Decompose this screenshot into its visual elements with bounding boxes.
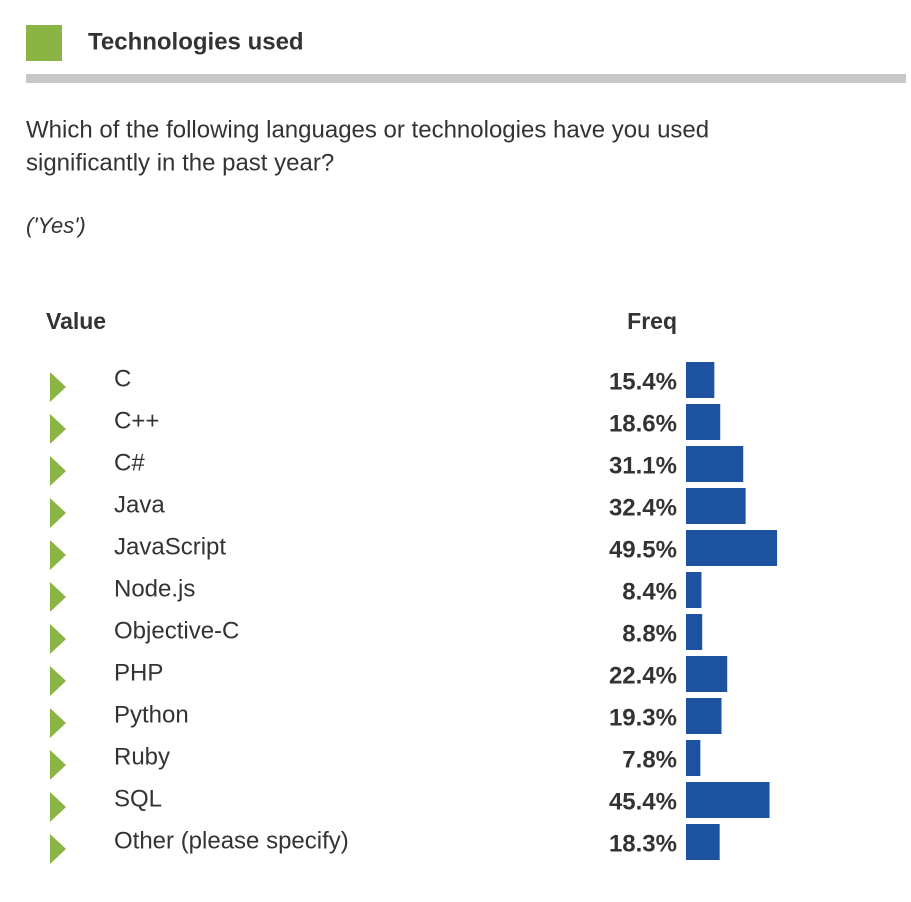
category-label: Objective-C (114, 617, 239, 644)
row-arrow (50, 372, 66, 402)
value-label: 8.4% (622, 578, 677, 605)
category-label: Java (114, 491, 165, 518)
row-arrow (50, 624, 66, 654)
bar (686, 740, 701, 776)
value-label: 8.8% (622, 620, 677, 647)
category-label: C# (114, 449, 145, 476)
category-label: Node.js (114, 575, 195, 602)
value-label: 15.4% (609, 368, 677, 395)
row-arrow (50, 456, 66, 486)
value-label: 7.8% (622, 746, 677, 773)
value-label: 45.4% (609, 788, 677, 815)
header-icon (26, 25, 62, 61)
bar (686, 488, 746, 524)
bar (686, 572, 702, 608)
category-label: JavaScript (114, 533, 226, 560)
value-label: 22.4% (609, 662, 677, 689)
row-arrow (50, 834, 66, 864)
row-arrow (50, 792, 66, 822)
row-arrow (50, 582, 66, 612)
question-line: significantly in the past year? (26, 149, 334, 176)
question-line: Which of the following languages or tech… (26, 116, 709, 143)
row-arrow (50, 498, 66, 528)
bar (686, 698, 722, 734)
question-note: ('Yes') (26, 213, 86, 238)
row-arrow (50, 540, 66, 570)
header-title: Technologies used (88, 28, 304, 55)
bar (686, 362, 715, 398)
bar (686, 530, 778, 566)
category-label: C (114, 365, 131, 392)
bar (686, 614, 703, 650)
row-arrow (50, 414, 66, 444)
column-header: Freq (627, 308, 677, 334)
row-arrow (50, 708, 66, 738)
category-label: C++ (114, 407, 159, 434)
value-label: 31.1% (609, 452, 677, 479)
bar (686, 656, 728, 692)
category-label: Python (114, 701, 189, 728)
bar (686, 446, 744, 482)
category-label: PHP (114, 659, 163, 686)
value-label: 19.3% (609, 704, 677, 731)
category-label: Ruby (114, 743, 170, 770)
category-label: Other (please specify) (114, 827, 349, 854)
value-label: 18.3% (609, 830, 677, 857)
value-label: 32.4% (609, 494, 677, 521)
header-rule (26, 74, 906, 83)
value-label: 49.5% (609, 536, 677, 563)
bar (686, 824, 720, 860)
value-label: 18.6% (609, 410, 677, 437)
column-header: Value (46, 308, 106, 334)
row-arrow (50, 750, 66, 780)
bar (686, 404, 721, 440)
bar (686, 782, 770, 818)
row-arrow (50, 666, 66, 696)
category-label: SQL (114, 785, 162, 812)
